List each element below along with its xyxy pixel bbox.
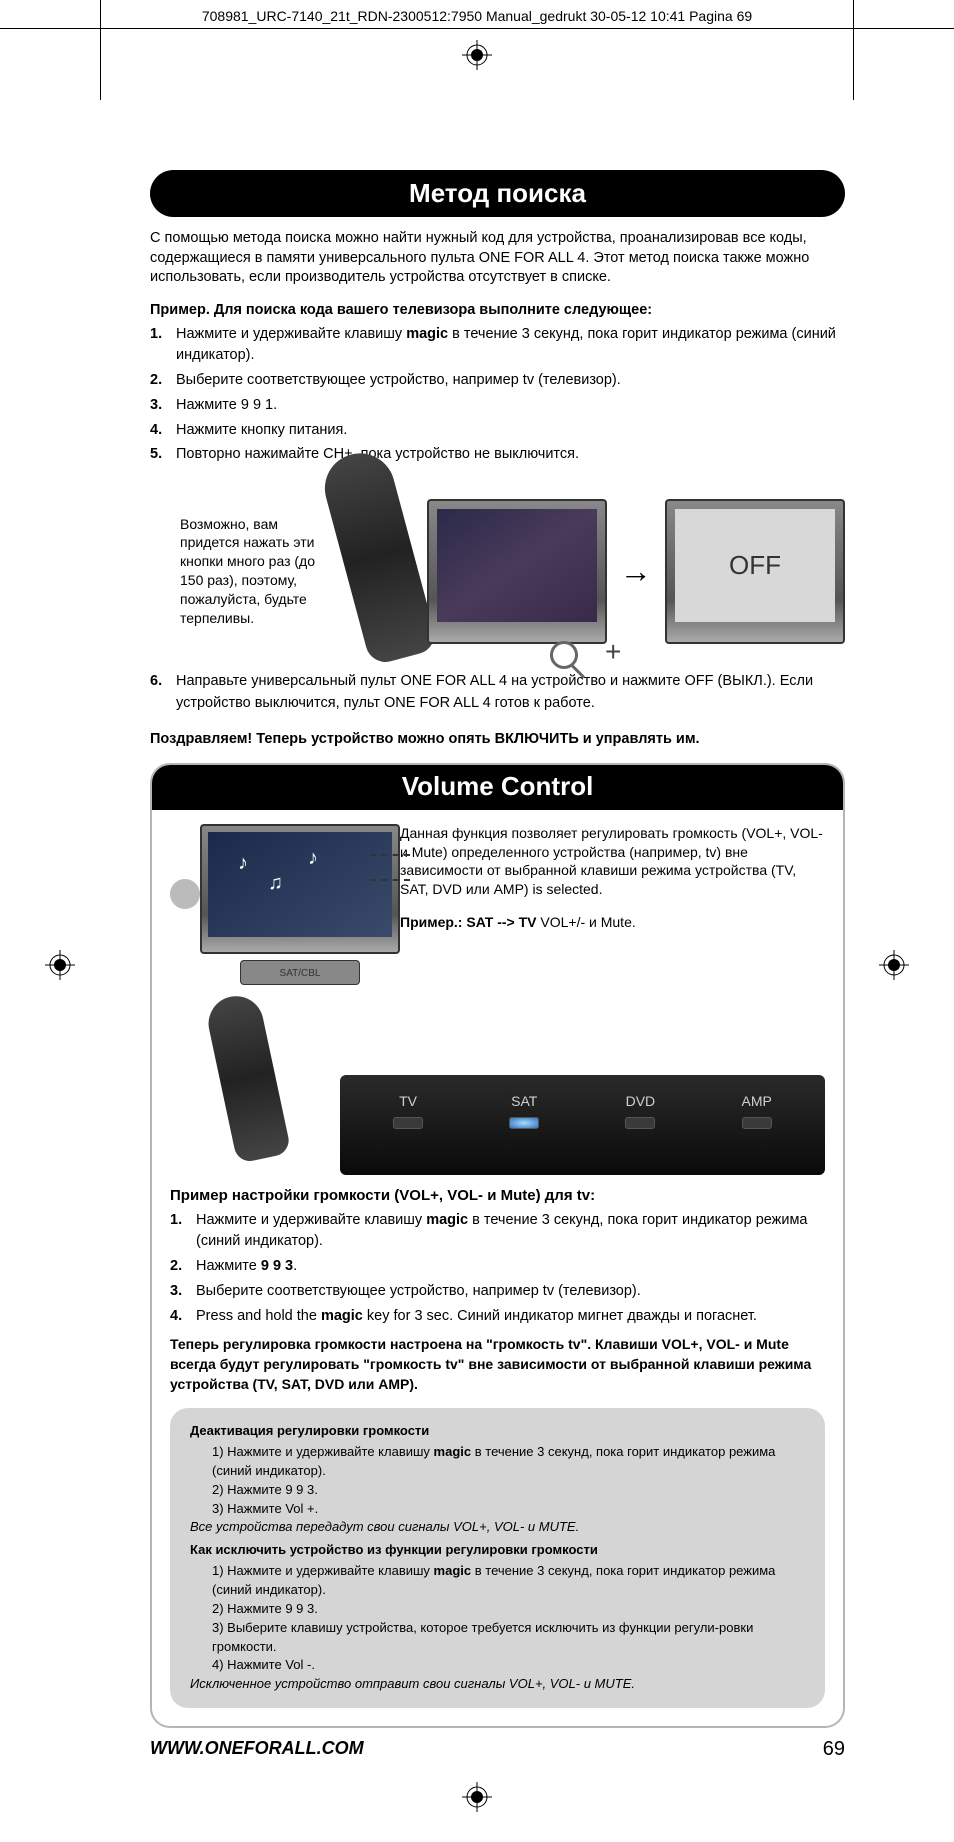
step-item: 1.Нажмите и удерживайте клавишу magic в … [150, 324, 845, 368]
arrow-icon: → [620, 553, 652, 590]
speaker-icon [170, 879, 200, 909]
volume-sub-title: Пример настройки громкости (VOL+, VOL- и… [170, 1187, 825, 1204]
tv-on-icon [427, 499, 607, 644]
deact-title: Деактивация регулировки громкости [190, 1422, 805, 1441]
step-item: 5.Повторно нажимайте CH+, пока устройств… [150, 444, 845, 466]
magnifier-icon [550, 641, 578, 669]
music-note-icon: ♫ [268, 872, 283, 895]
exclude-step: 2) Нажмите 9 9 3. [190, 1600, 805, 1619]
search-method-header: Метод поиска [150, 170, 845, 217]
music-note-icon: ♪ [238, 852, 248, 875]
volume-top-row: ♪ ♫ ♪ SAT/CBL Данная функция позволяет р… [152, 810, 843, 995]
step-item: 3.Выберите соответствующее устройство, н… [170, 1281, 825, 1303]
step-number: 4. [170, 1306, 182, 1328]
exclude-step: 3) Выберите клавишу устройства, которое … [190, 1619, 805, 1657]
dashed-line-icon [370, 879, 410, 881]
tv-icon: ♪ ♫ ♪ [200, 824, 400, 954]
mode-amp: AMP [742, 1093, 772, 1129]
volume-header: Volume Control [150, 763, 845, 810]
step-item: 6.Направьте универсальный пульт ONE FOR … [150, 671, 845, 715]
page-footer: WWW.ONEFORALL.COM 69 [150, 1738, 845, 1761]
page-content: Метод поиска С помощью метода поиска мож… [150, 170, 845, 1761]
step-number: 5. [150, 444, 162, 466]
patience-note: Возможно, вам придется нажать эти кнопки… [150, 515, 330, 628]
deact-note: Все устройства передадут свои сигналы VO… [190, 1518, 805, 1537]
registration-mark-icon [879, 950, 909, 980]
step-item: 4.Press and hold the magic key for 3 sec… [170, 1306, 825, 1328]
deact-step: 1) Нажмите и удерживайте клавишу magic в… [190, 1443, 805, 1481]
mode-panel: TV SAT DVD AMP [340, 1075, 825, 1175]
example-title: Пример. Для поиска кода вашего телевизор… [150, 302, 845, 318]
step-number: 2. [170, 1256, 182, 1278]
exclude-step: 1) Нажмите и удерживайте клавишу magic в… [190, 1562, 805, 1600]
illustration-row: Возможно, вам придется нажать эти кнопки… [150, 481, 845, 661]
search-steps: 1.Нажмите и удерживайте клавишу magic в … [150, 324, 845, 467]
step-item: 1.Нажмите и удерживайте клавишу magic в … [170, 1210, 825, 1254]
step-number: 4. [150, 420, 162, 442]
mode-sat: SAT [509, 1093, 539, 1129]
off-label: OFF [675, 509, 835, 622]
step-item: 4.Нажмите кнопку питания. [150, 420, 845, 442]
volume-steps: 1.Нажмите и удерживайте клавишу magic в … [170, 1210, 825, 1328]
step-number: 1. [150, 324, 162, 346]
step-number: 3. [170, 1281, 182, 1303]
registration-mark-icon [45, 950, 75, 980]
exclude-title: Как исключить устройство из функции регу… [190, 1541, 805, 1560]
search-step6: 6.Направьте универсальный пульт ONE FOR … [150, 671, 845, 715]
print-header: 708981_URC-7140_21t_RDN-2300512:7950 Man… [0, 8, 954, 29]
volume-result: Теперь регулировка громкости настроена н… [170, 1335, 825, 1394]
volume-steps-section: Пример настройки громкости (VOL+, VOL- и… [152, 1187, 843, 1395]
deactivation-box: Деактивация регулировки громкости 1) Наж… [170, 1408, 825, 1708]
remote-hand-icon [170, 995, 310, 1175]
intro-text: С помощью метода поиска можно найти нужн… [150, 229, 845, 288]
remote-panel-row: TV SAT DVD AMP [152, 995, 843, 1187]
deact-step: 2) Нажмите 9 9 3. [190, 1481, 805, 1500]
step-item: 2.Выберите соответствующее устройство, н… [150, 370, 845, 392]
step-item: 3.Нажмите 9 9 1. [150, 395, 845, 417]
footer-url: WWW.ONEFORALL.COM [150, 1738, 364, 1761]
mode-dvd: DVD [625, 1093, 655, 1129]
step-number: 6. [150, 671, 162, 693]
volume-description: Данная функция позволяет регулировать гр… [400, 824, 825, 985]
volume-control-section: Volume Control ♪ ♫ ♪ SAT/CBL Данная функ… [150, 763, 845, 1728]
sat-box-icon: SAT/CBL [240, 960, 360, 985]
remote-icon [317, 446, 439, 667]
music-note-icon: ♪ [308, 847, 318, 870]
congrats-text: Поздравляем! Теперь устройство можно опя… [150, 731, 845, 747]
step-item: 2.Нажмите 9 9 3. [170, 1256, 825, 1278]
volume-tv-illustration: ♪ ♫ ♪ SAT/CBL [170, 824, 380, 985]
step-number: 1. [170, 1210, 182, 1232]
registration-mark-icon [462, 1782, 492, 1812]
mode-tv: TV [393, 1093, 423, 1129]
step-number: 2. [150, 370, 162, 392]
deact-step: 3) Нажмите Vol +. [190, 1500, 805, 1519]
step-number: 3. [150, 395, 162, 417]
plus-icon: + [605, 636, 621, 668]
crop-mark [100, 0, 101, 100]
dashed-line-icon [370, 854, 410, 856]
exclude-note: Исключенное устройство отправит свои сиг… [190, 1675, 805, 1694]
page-number: 69 [823, 1738, 845, 1761]
exclude-step: 4) Нажмите Vol -. [190, 1656, 805, 1675]
tv-off-icon: OFF [665, 499, 845, 644]
registration-mark-icon [462, 40, 492, 70]
crop-mark [853, 0, 854, 100]
